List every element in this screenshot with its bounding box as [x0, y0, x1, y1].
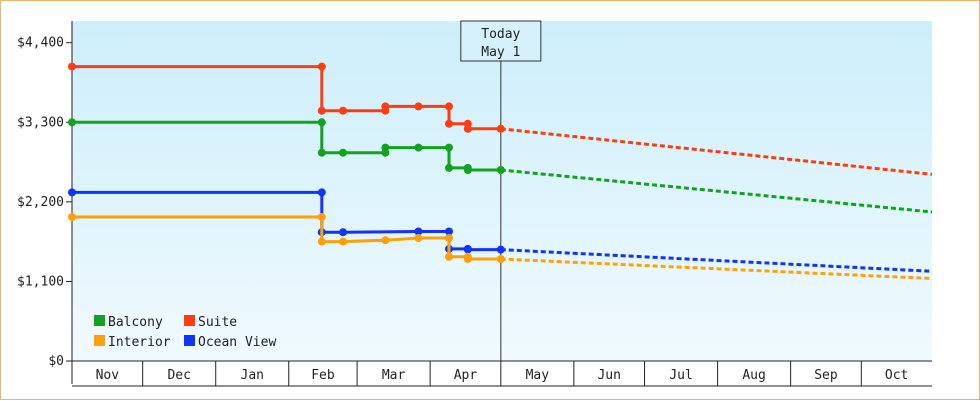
- data-point: [339, 106, 347, 115]
- month-label: Nov: [96, 368, 120, 383]
- month-label: Jul: [669, 368, 692, 383]
- data-point: [414, 143, 423, 152]
- forecast-line: [500, 168, 933, 214]
- data-point: [445, 252, 453, 261]
- month-label: Feb: [311, 368, 335, 383]
- series-layer: [68, 62, 933, 280]
- series-suite: [68, 62, 933, 176]
- data-point: [445, 234, 453, 242]
- data-point: [414, 227, 423, 236]
- month-label: Aug: [742, 368, 765, 383]
- y-tick-label: $1,100: [17, 274, 64, 289]
- data-point: [445, 163, 453, 172]
- data-point: [68, 213, 76, 221]
- data-point: [381, 102, 390, 111]
- data-point: [496, 124, 505, 133]
- data-point: [68, 188, 76, 197]
- month-label: May: [526, 368, 550, 383]
- data-point: [496, 255, 505, 263]
- legend-label: Suite: [198, 315, 237, 330]
- data-point: [381, 236, 390, 245]
- forecast-line: [500, 127, 933, 176]
- month-label: Sep: [814, 368, 838, 383]
- data-point: [339, 148, 347, 157]
- x-axis: Nov Dec Jan Feb Mar Apr May Jun Jul Aug Sep Oct: [72, 360, 932, 387]
- data-point: [463, 255, 472, 263]
- legend-label: Interior: [108, 335, 171, 350]
- month-label: Apr: [454, 368, 478, 383]
- data-point: [381, 143, 390, 152]
- y-axis: $0 $1,100 $2,200 $3,300 $4,400: [17, 21, 73, 384]
- data-point: [414, 102, 423, 111]
- data-point: [445, 119, 453, 128]
- today-date: May 1: [481, 45, 520, 60]
- legend-swatch: [184, 315, 195, 326]
- data-point: [445, 227, 453, 236]
- y-tick-label: $3,300: [17, 115, 64, 130]
- data-point: [68, 118, 76, 127]
- data-point: [317, 106, 326, 115]
- series-balcony: [68, 118, 933, 214]
- data-point: [463, 166, 472, 174]
- data-point: [339, 228, 347, 237]
- data-point: [317, 237, 326, 246]
- legend: Balcony Suite Interior Ocean View: [94, 315, 276, 350]
- data-point: [445, 102, 453, 111]
- month-label: Jun: [597, 368, 620, 383]
- data-point: [317, 148, 326, 157]
- data-point: [317, 62, 326, 71]
- legend-swatch: [94, 315, 105, 326]
- month-label: Dec: [167, 368, 190, 383]
- data-point: [496, 245, 505, 254]
- data-point: [496, 166, 505, 174]
- legend-label: Ocean View: [198, 335, 276, 350]
- series-interior: [68, 213, 933, 280]
- legend-swatch: [94, 335, 105, 346]
- data-point: [414, 234, 423, 242]
- y-tick-label: $2,200: [17, 195, 64, 210]
- data-point: [339, 237, 347, 246]
- data-point: [68, 62, 76, 71]
- y-tick-label: $0: [48, 354, 64, 369]
- month-label: Mar: [382, 368, 406, 383]
- month-label: Jan: [241, 368, 264, 383]
- data-point: [317, 188, 326, 197]
- today-marker: Today May 1: [460, 20, 542, 361]
- legend-swatch: [184, 335, 195, 346]
- data-point: [317, 118, 326, 127]
- data-point: [463, 124, 472, 133]
- y-tick-label: $4,400: [17, 36, 64, 51]
- legend-label: Balcony: [108, 315, 163, 330]
- data-point: [317, 213, 326, 221]
- data-point: [445, 143, 453, 152]
- month-label: Oct: [885, 368, 908, 383]
- today-label: Today: [481, 27, 520, 42]
- series-ocean-view: [68, 188, 933, 273]
- today-label-box: [460, 20, 542, 62]
- data-point: [463, 245, 472, 254]
